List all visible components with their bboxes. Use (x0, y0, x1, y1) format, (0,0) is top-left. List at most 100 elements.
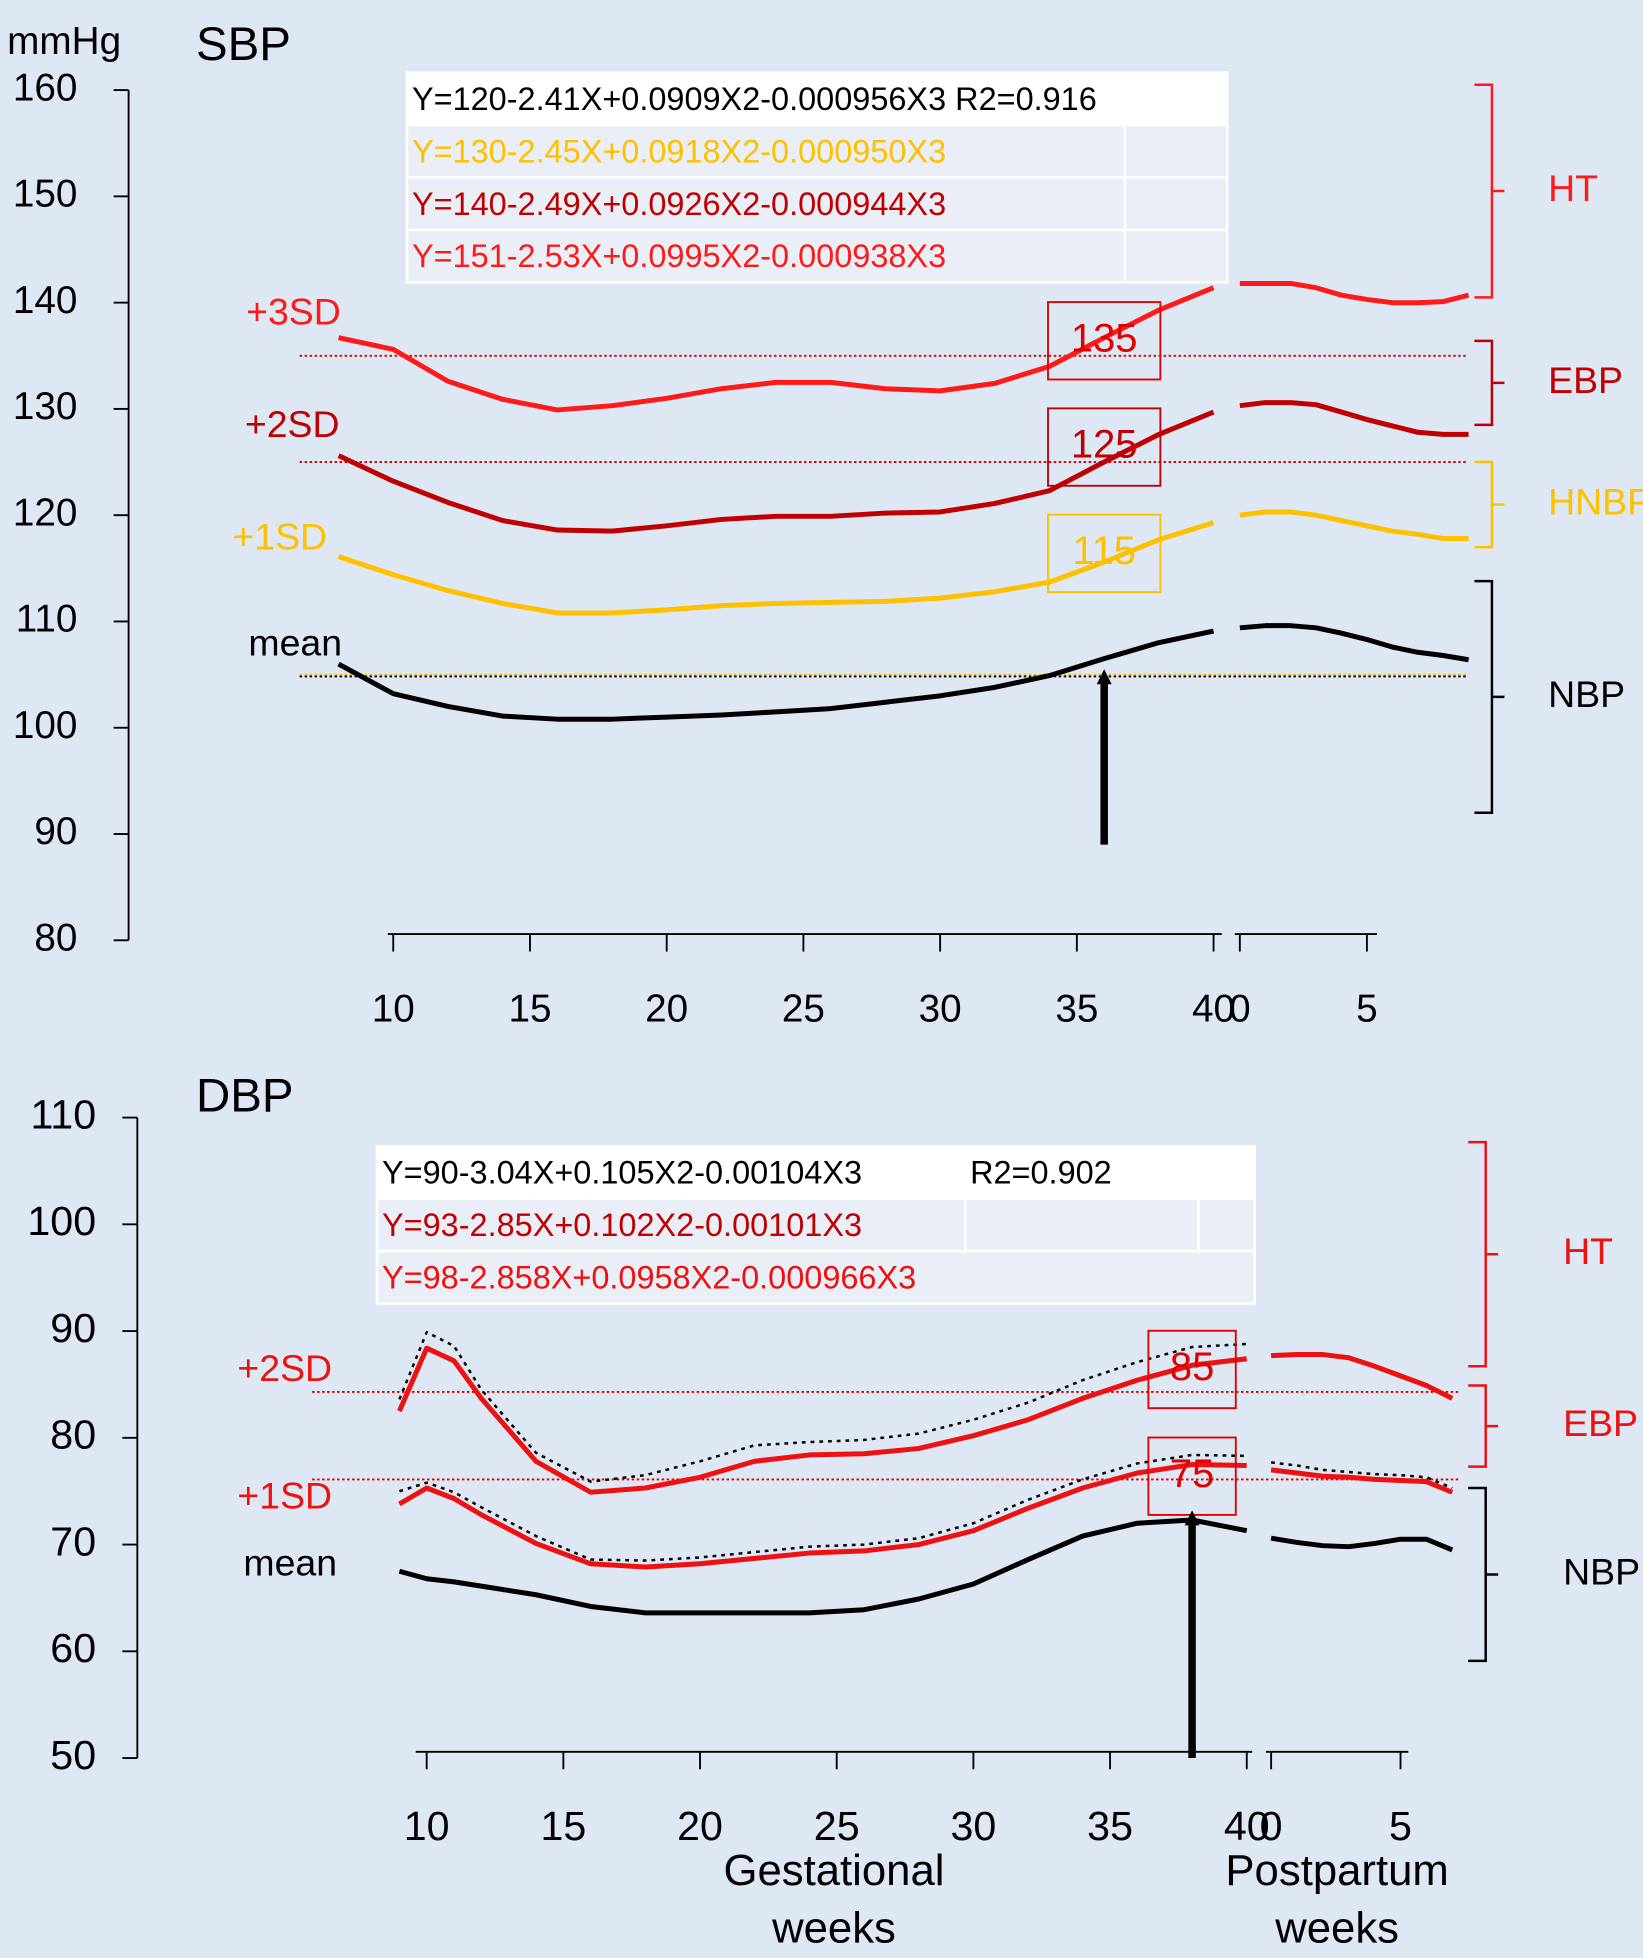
threshold-label: 135 (1071, 316, 1138, 360)
series-label: mean (248, 622, 342, 664)
threshold-label: 75 (1170, 1452, 1214, 1496)
chart-title: SBP (196, 18, 291, 71)
range-label: EBP (1548, 359, 1623, 401)
arrow-head (1096, 669, 1112, 685)
x-tick-label: 5 (1356, 988, 1378, 1031)
series-label: +1SD (237, 1474, 332, 1516)
series-line (1239, 400, 1469, 437)
y-tick-label: 100 (13, 704, 78, 747)
range-bracket (1468, 1140, 1499, 1368)
range-bracket (1474, 83, 1505, 299)
x-tick-label: 0 (1260, 1803, 1283, 1849)
y-tick-label: 70 (50, 1518, 96, 1564)
x-tick-label: 30 (919, 988, 962, 1031)
y-tick-label: 140 (13, 279, 78, 322)
threshold-box (1147, 1329, 1237, 1410)
range-label: HT (1548, 167, 1598, 209)
threshold-box (1047, 407, 1162, 487)
y-tick-label: 110 (16, 598, 78, 641)
range-bracket (1474, 460, 1505, 549)
x-tick-label: 35 (1087, 1803, 1133, 1849)
series-line (337, 628, 1215, 722)
x-tick-label: 30 (950, 1803, 996, 1849)
x-tick-label: 40 (1224, 1803, 1270, 1849)
y-tick-label: 150 (13, 173, 78, 216)
bound-line (1270, 1461, 1453, 1490)
series-line (398, 1517, 1248, 1616)
y-tick-label: 60 (50, 1625, 96, 1671)
y-tick-label: 110 (30, 1091, 96, 1137)
y-tick-label: 50 (50, 1732, 96, 1778)
arrow-head (1184, 1510, 1200, 1526)
x-tick-label: 15 (540, 1803, 586, 1849)
x-axis-label: Gestational weeks (723, 1845, 944, 1951)
series-line (397, 1345, 1248, 1495)
equation-cell (405, 228, 1229, 284)
series-line (338, 285, 1215, 413)
x-tick-label: 25 (814, 1803, 860, 1849)
equation-cell (375, 1197, 1256, 1253)
series-line (398, 1462, 1247, 1570)
series-line (1270, 1467, 1454, 1495)
x-axis-label: Postpartum weeks (1225, 1845, 1448, 1951)
y-tick-label: 120 (13, 491, 78, 534)
equation: Y=90-3.04X+0.105X2-0.00104X3 (382, 1155, 862, 1191)
series-label: +3SD (246, 291, 341, 333)
y-tick-label: 90 (34, 810, 77, 853)
x-tick-label: 0 (1229, 988, 1251, 1031)
threshold-box (1047, 513, 1162, 593)
range-bracket (1474, 339, 1505, 427)
y-unit: mmHg (7, 20, 121, 63)
equation: Y=98-2.858X+0.0958X2-0.000966X3 (382, 1259, 916, 1295)
range-label: EBP (1563, 1402, 1638, 1444)
y-tick-label: 130 (13, 385, 78, 428)
equation-cell (405, 71, 1229, 127)
equation: Y=130-2.45X+0.0918X2-0.000950X3 (412, 133, 946, 169)
x-tick-label: 5 (1389, 1803, 1412, 1849)
y-tick-label: 80 (50, 1412, 96, 1458)
x-tick-label: 15 (508, 988, 551, 1031)
r-squared: R2=0.902 (970, 1155, 1112, 1191)
y-tick-label: 160 (13, 66, 78, 109)
range-label: HT (1563, 1230, 1613, 1272)
series-line (1239, 509, 1469, 542)
threshold-box (1047, 301, 1162, 381)
equation: Y=93-2.85X+0.102X2-0.00101X3 (382, 1207, 862, 1243)
range-bracket (1468, 1384, 1499, 1468)
equation-cell (375, 1145, 1256, 1200)
series-line (337, 520, 1215, 616)
x-tick-label: 20 (645, 988, 688, 1031)
equation: Y=140-2.49X+0.0926X2-0.000944X3 (412, 186, 946, 222)
series-line (1239, 280, 1470, 306)
range-bracket (1468, 1486, 1499, 1663)
range-label: NBP (1548, 673, 1625, 715)
y-tick-label: 100 (27, 1198, 96, 1244)
x-tick-label: 10 (404, 1803, 450, 1849)
range-bracket (1474, 579, 1505, 815)
x-tick-label: 40 (1192, 988, 1235, 1031)
series-line (1270, 1535, 1454, 1553)
threshold-label: 85 (1170, 1345, 1214, 1389)
series-line (337, 409, 1215, 534)
series-label: mean (243, 1542, 337, 1584)
series-line (1270, 1352, 1454, 1401)
chart-title: DBP (196, 1069, 294, 1122)
x-tick-label: 35 (1055, 988, 1098, 1031)
range-label: NBP (1563, 1550, 1640, 1592)
series-line (1239, 623, 1469, 663)
x-tick-label: 25 (782, 988, 825, 1031)
x-tick-label: 10 (372, 988, 415, 1031)
range-label: HNBP (1548, 480, 1643, 522)
series-label: +1SD (232, 515, 327, 557)
equation-cell (375, 1249, 1256, 1305)
equation-cell (405, 176, 1229, 232)
equation: Y=151-2.53X+0.0995X2-0.000938X3 (412, 238, 946, 274)
equation: Y=120-2.41X+0.0909X2-0.000956X3 R2=0.916 (412, 81, 1097, 117)
x-tick-label: 20 (677, 1803, 723, 1849)
threshold-label: 115 (1072, 529, 1136, 573)
series-label: +2SD (245, 403, 340, 445)
threshold-label: 125 (1071, 423, 1138, 467)
